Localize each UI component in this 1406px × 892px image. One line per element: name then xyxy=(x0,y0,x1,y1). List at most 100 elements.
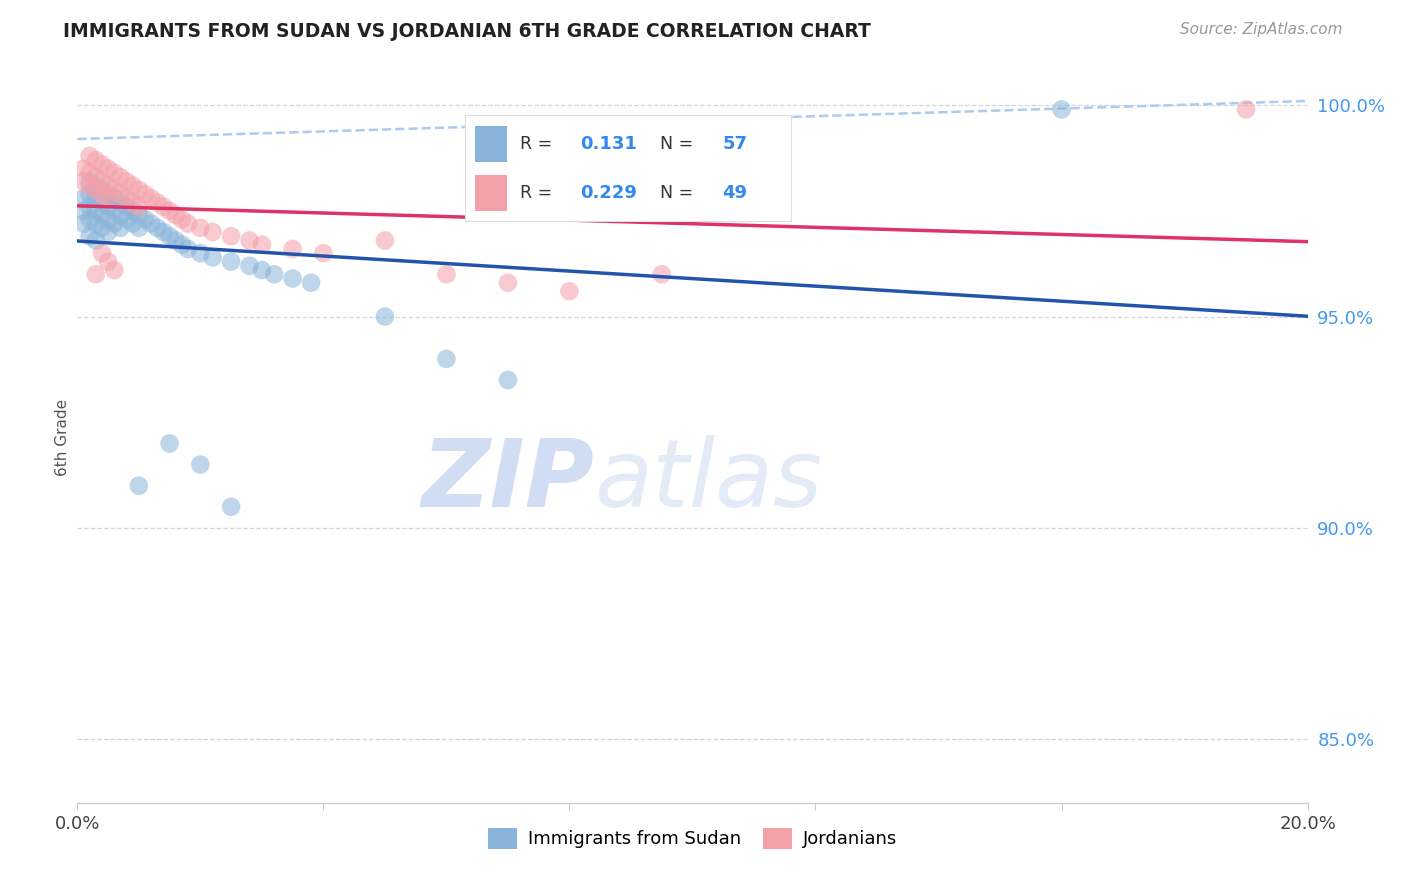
Point xyxy=(79,174,101,188)
Point xyxy=(84,153,107,168)
Point xyxy=(110,208,132,222)
Point xyxy=(79,229,101,244)
Point xyxy=(84,183,107,197)
Point xyxy=(121,217,143,231)
Point xyxy=(250,263,273,277)
Text: atlas: atlas xyxy=(595,435,823,526)
Point xyxy=(90,157,114,171)
Point xyxy=(79,186,101,201)
Point xyxy=(239,259,262,273)
Point xyxy=(97,200,120,214)
Point xyxy=(651,268,673,282)
Y-axis label: 6th Grade: 6th Grade xyxy=(55,399,70,475)
Point xyxy=(170,237,193,252)
Point xyxy=(103,203,125,218)
Point xyxy=(110,169,132,184)
Point xyxy=(141,191,163,205)
Point xyxy=(219,254,242,268)
Point xyxy=(72,203,94,218)
Point xyxy=(97,191,120,205)
Point xyxy=(115,200,138,214)
Point xyxy=(121,195,143,210)
Point xyxy=(84,191,107,205)
Point xyxy=(72,161,94,176)
Point xyxy=(239,234,262,248)
Point xyxy=(79,166,101,180)
Point xyxy=(110,220,132,235)
Point xyxy=(115,191,138,205)
Point xyxy=(159,203,181,218)
Point xyxy=(436,268,458,282)
Point xyxy=(146,195,169,210)
Point xyxy=(103,263,125,277)
Point xyxy=(128,183,150,197)
Point xyxy=(79,178,101,193)
Point xyxy=(97,225,120,239)
Point xyxy=(79,149,101,163)
Point xyxy=(496,373,519,387)
Point xyxy=(219,229,242,244)
Point xyxy=(496,276,519,290)
Text: Source: ZipAtlas.com: Source: ZipAtlas.com xyxy=(1180,22,1343,37)
Point xyxy=(436,351,458,366)
Point xyxy=(84,203,107,218)
Point xyxy=(128,208,150,222)
Point xyxy=(374,234,396,248)
Point xyxy=(72,174,94,188)
Point xyxy=(188,220,212,235)
Point xyxy=(152,225,174,239)
Point xyxy=(110,195,132,210)
Point xyxy=(281,271,304,285)
Point xyxy=(263,268,285,282)
Point xyxy=(1050,103,1073,117)
Point xyxy=(103,166,125,180)
Point xyxy=(188,458,212,472)
Point xyxy=(177,242,200,256)
Point xyxy=(159,229,181,244)
Point xyxy=(128,479,150,493)
Point xyxy=(250,237,273,252)
Legend: Immigrants from Sudan, Jordanians: Immigrants from Sudan, Jordanians xyxy=(481,821,904,856)
Point xyxy=(79,212,101,227)
Point xyxy=(299,276,322,290)
Point xyxy=(170,212,193,227)
Point xyxy=(72,217,94,231)
Point xyxy=(152,200,174,214)
Point xyxy=(312,246,335,260)
Point xyxy=(1234,103,1257,117)
Point xyxy=(165,234,187,248)
Point xyxy=(374,310,396,324)
Point xyxy=(84,268,107,282)
Point xyxy=(90,174,114,188)
Point xyxy=(201,251,224,265)
Point xyxy=(110,186,132,201)
Point xyxy=(79,200,101,214)
Point xyxy=(90,183,114,197)
Point xyxy=(121,203,143,218)
Point xyxy=(188,246,212,260)
Point xyxy=(84,234,107,248)
Point xyxy=(103,183,125,197)
Point xyxy=(159,436,181,450)
Point xyxy=(115,174,138,188)
Point xyxy=(201,225,224,239)
Point xyxy=(558,284,581,298)
Point xyxy=(90,195,114,210)
Point xyxy=(128,200,150,214)
Point xyxy=(72,191,94,205)
Point xyxy=(90,208,114,222)
Text: ZIP: ZIP xyxy=(422,435,595,527)
Point xyxy=(177,217,200,231)
Point xyxy=(90,186,114,201)
Point xyxy=(97,212,120,227)
Point xyxy=(90,220,114,235)
Point xyxy=(90,246,114,260)
Point xyxy=(103,191,125,205)
Point xyxy=(128,220,150,235)
Point xyxy=(219,500,242,514)
Point xyxy=(97,186,120,201)
Point xyxy=(97,178,120,193)
Text: IMMIGRANTS FROM SUDAN VS JORDANIAN 6TH GRADE CORRELATION CHART: IMMIGRANTS FROM SUDAN VS JORDANIAN 6TH G… xyxy=(63,22,872,41)
Point xyxy=(97,161,120,176)
Point xyxy=(146,220,169,235)
